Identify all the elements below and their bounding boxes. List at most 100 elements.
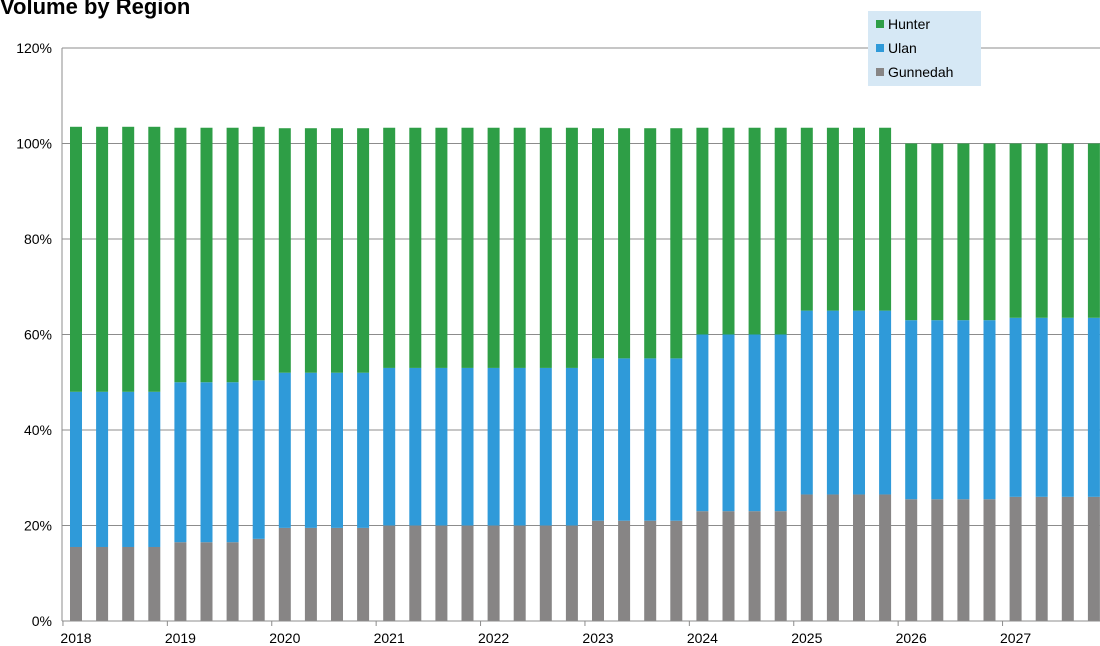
bar-hunter-28 <box>774 127 787 335</box>
bar-hunter-15 <box>435 127 448 368</box>
bar-gunnedah-9 <box>278 527 291 621</box>
y-axis: 0% 20% 40% 60% 80% 100% 120% <box>16 40 52 629</box>
bar-ulan-40 <box>1087 317 1100 497</box>
bar-ulan-25 <box>696 334 709 512</box>
legend-label-ulan: Ulan <box>888 40 917 56</box>
y-tick-label: 40% <box>24 422 52 438</box>
bars <box>70 126 1100 621</box>
bar-hunter-10 <box>304 128 317 373</box>
x-tick-label: 2023 <box>582 630 613 646</box>
bar-gunnedah-12 <box>357 527 370 621</box>
y-tick-label: 20% <box>24 518 52 534</box>
x-tick-label: 2022 <box>478 630 509 646</box>
bar-ulan-34 <box>931 320 944 500</box>
bar-hunter-14 <box>409 127 422 368</box>
x-axis: 2018 2019 2020 2021 2022 2023 2024 2025 2026 2027 <box>60 48 1100 646</box>
bar-hunter-27 <box>748 127 761 335</box>
bar-ulan-15 <box>435 367 448 526</box>
bar-gunnedah-10 <box>304 527 317 621</box>
bar-hunter-11 <box>331 128 343 373</box>
bar-ulan-13 <box>383 367 396 526</box>
bar-ulan-38 <box>1035 317 1048 497</box>
y-tick-label: 120% <box>16 40 52 56</box>
chart-title: Volume by Region <box>0 0 191 19</box>
legend: Hunter Ulan Gunnedah <box>868 11 981 86</box>
bar-hunter-21 <box>592 128 604 359</box>
legend-item-gunnedah: Gunnedah <box>876 63 953 81</box>
bar-gunnedah-20 <box>565 525 578 621</box>
bar-gunnedah-21 <box>592 520 604 621</box>
bar-gunnedah-25 <box>696 511 709 621</box>
bar-ulan-8 <box>252 380 265 539</box>
bar-hunter-19 <box>539 127 552 368</box>
bar-gunnedah-35 <box>957 499 970 621</box>
bar-ulan-28 <box>774 334 787 512</box>
x-tick-label: 2026 <box>896 630 927 646</box>
bar-gunnedah-4 <box>148 546 161 621</box>
bar-gunnedah-3 <box>122 546 135 621</box>
bar-gunnedah-8 <box>252 538 265 621</box>
bar-ulan-39 <box>1061 317 1074 497</box>
bar-hunter-40 <box>1087 143 1100 318</box>
bar-hunter-23 <box>644 128 657 359</box>
x-tick-label: 2020 <box>269 630 300 646</box>
bar-ulan-37 <box>1009 317 1022 497</box>
bar-hunter-13 <box>383 127 396 368</box>
bar-gunnedah-7 <box>226 542 239 621</box>
bar-gunnedah-16 <box>461 525 474 621</box>
bar-ulan-5 <box>174 382 187 543</box>
bar-hunter-22 <box>618 128 631 359</box>
bar-gunnedah-6 <box>200 542 213 621</box>
bar-ulan-3 <box>122 391 135 547</box>
bar-hunter-9 <box>278 128 291 373</box>
bar-ulan-30 <box>826 310 839 495</box>
bar-ulan-1 <box>70 391 82 547</box>
y-tick-label: 0% <box>32 613 52 629</box>
x-tick-label: 2019 <box>165 630 196 646</box>
bar-hunter-18 <box>513 127 526 368</box>
bar-hunter-6 <box>200 127 213 383</box>
bar-gunnedah-27 <box>748 511 761 621</box>
bar-ulan-4 <box>148 391 161 547</box>
bar-hunter-26 <box>722 127 735 335</box>
bar-hunter-2 <box>96 126 109 392</box>
bar-ulan-11 <box>331 372 343 528</box>
bar-gunnedah-2 <box>96 546 109 621</box>
bar-hunter-1 <box>70 126 82 392</box>
bar-ulan-6 <box>200 382 213 543</box>
x-tick-label: 2025 <box>791 630 822 646</box>
y-tick-label: 100% <box>16 136 52 152</box>
bar-gunnedah-19 <box>539 525 552 621</box>
bar-gunnedah-13 <box>383 525 396 621</box>
bar-ulan-7 <box>226 382 239 543</box>
bar-gunnedah-30 <box>826 494 839 621</box>
bar-ulan-18 <box>513 367 526 526</box>
bar-ulan-22 <box>618 358 631 521</box>
bar-ulan-35 <box>957 320 970 500</box>
bar-hunter-7 <box>226 127 239 383</box>
x-tick-label: 2018 <box>60 630 91 646</box>
bar-hunter-8 <box>252 126 265 381</box>
bar-ulan-12 <box>357 372 370 528</box>
bar-hunter-29 <box>800 127 813 311</box>
bar-hunter-33 <box>905 143 918 321</box>
bar-hunter-17 <box>487 127 500 368</box>
bar-ulan-9 <box>278 372 291 528</box>
bar-gunnedah-17 <box>487 525 500 621</box>
bar-gunnedah-34 <box>931 499 944 621</box>
x-tick-label: 2027 <box>1000 630 1031 646</box>
bar-gunnedah-39 <box>1061 496 1074 621</box>
bar-gunnedah-15 <box>435 525 448 621</box>
bar-ulan-2 <box>96 391 109 547</box>
bar-hunter-37 <box>1009 143 1022 318</box>
bar-gunnedah-5 <box>174 542 187 621</box>
x-tick-label: 2021 <box>374 630 405 646</box>
legend-label-hunter: Hunter <box>888 16 931 32</box>
gridlines <box>62 47 1100 526</box>
bar-hunter-4 <box>148 126 161 392</box>
bar-ulan-20 <box>565 367 578 526</box>
bar-gunnedah-28 <box>774 511 787 621</box>
bar-ulan-10 <box>304 372 317 528</box>
bar-ulan-36 <box>983 320 996 500</box>
